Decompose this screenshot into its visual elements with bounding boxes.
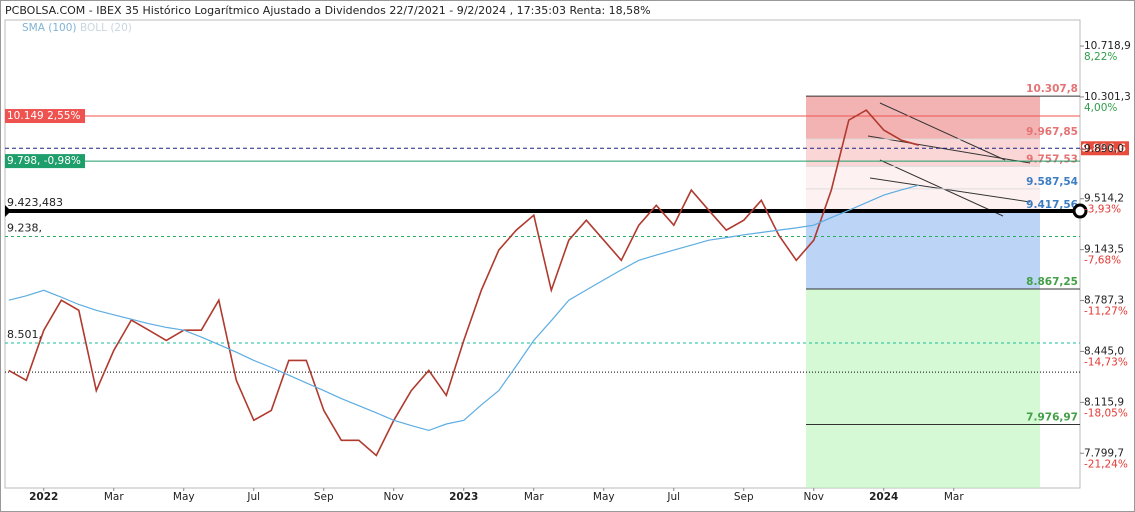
- legend-boll: BOLL (20): [80, 22, 132, 34]
- trendline: [879, 102, 1006, 161]
- trendline: [867, 135, 1031, 164]
- x-tick-label: Sep: [314, 491, 334, 503]
- y-tick-pct: -14,73%: [1084, 356, 1128, 368]
- level-label: 9.798, -0,98%: [7, 155, 81, 167]
- level-tag: [5, 154, 85, 169]
- plot-area: [4, 19, 1081, 489]
- y-tick-pct: 8,22%: [1084, 51, 1117, 63]
- level-label: 9.423,483: [7, 196, 63, 209]
- x-tick-label: 2022: [29, 491, 58, 503]
- level-handle: [1072, 203, 1088, 219]
- fib-label: 9.757,53: [1026, 153, 1078, 165]
- fib-zone: [806, 211, 1040, 289]
- x-tick-label: May: [593, 491, 615, 503]
- y-tick-label: 8.115,9: [1084, 396, 1124, 408]
- price-tag: [1081, 141, 1129, 156]
- x-tick-label: May: [173, 491, 195, 503]
- level-label: 8.501,: [7, 328, 42, 341]
- y-tick-label: 8.787,3: [1084, 295, 1124, 307]
- fib-label: 9.417,56: [1026, 199, 1078, 211]
- zones: [806, 96, 1040, 488]
- legend-sma: SMA (100): [22, 22, 76, 34]
- x-tick-label: Mar: [524, 491, 544, 503]
- y-tick-label: 9.890,0: [1084, 143, 1124, 155]
- chart-title: PCBOLSA.COM - IBEX 35 Histórico Logarítm…: [5, 4, 651, 17]
- y-tick-label: 10.301,3: [1084, 91, 1131, 103]
- x-tick-label: 2024: [869, 491, 898, 503]
- x-tick-label: Sep: [734, 491, 754, 503]
- y-tick-label: 8.445,0: [1084, 345, 1124, 357]
- y-tick-label: 7.799,7: [1084, 447, 1124, 459]
- y-tick-pct: -3,93%: [1084, 204, 1121, 216]
- fib-zone: [806, 288, 1040, 488]
- price-line: [8, 109, 920, 457]
- y-tick-label: 9.514,2: [1084, 193, 1124, 205]
- x-tick-label: Nov: [804, 491, 825, 503]
- sma-line: [8, 184, 919, 432]
- y-tick-label: 9.143,5: [1084, 244, 1124, 256]
- y-tick-pct: -21,24%: [1084, 458, 1128, 470]
- fib-label: 7.976,97: [1026, 411, 1078, 423]
- level-label: 10.149 2,55%: [7, 110, 80, 122]
- fib-label: 9.967,85: [1026, 126, 1078, 138]
- x-tick-label: Jul: [666, 491, 680, 503]
- fib-zone: [806, 139, 1040, 167]
- x-tick-label: 2023: [449, 491, 478, 503]
- trendline: [869, 177, 1031, 203]
- fib-zone: [806, 96, 1040, 140]
- level-label: 9.238,: [7, 221, 42, 234]
- level-tag: [5, 109, 85, 124]
- fib-label: 9.587,54: [1026, 176, 1078, 188]
- fib-label: 8.867,25: [1026, 276, 1078, 288]
- y-tick-pct: -11,27%: [1084, 306, 1128, 318]
- trendline: [879, 159, 1004, 217]
- level-arrow: [5, 205, 11, 218]
- y-tick-pct: -18,05%: [1084, 407, 1128, 419]
- x-tick-label: Mar: [104, 491, 124, 503]
- price-tag-label: 9.896,6: [1081, 142, 1126, 154]
- x-tick-label: Nov: [384, 491, 405, 503]
- y-tick-pct: -7,68%: [1084, 255, 1121, 267]
- y-tick-pct: 4,00%: [1084, 102, 1117, 114]
- y-tick-label: 10.718,9: [1084, 40, 1131, 52]
- trendlines: [867, 102, 1031, 217]
- x-tick-label: Jul: [246, 491, 260, 503]
- x-tick-label: Mar: [944, 491, 964, 503]
- fib-label: 10.307,8: [1026, 83, 1078, 95]
